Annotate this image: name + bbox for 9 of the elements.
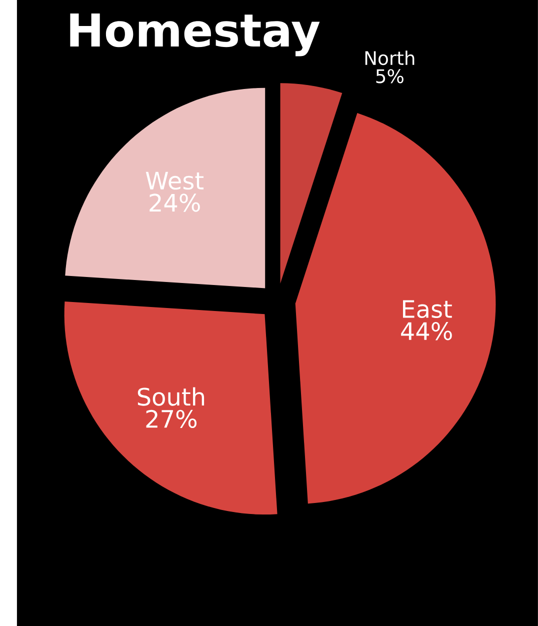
slice-label: North [365,50,414,66]
slice-label: West [146,172,204,190]
data-label: 5% [376,69,404,84]
data-label: 27% [146,410,197,428]
chart-title: Homestay [70,13,320,56]
data-label: 24% [150,194,200,212]
slice-label: East [403,300,452,318]
data-label: 44% [401,322,452,340]
slice-label: South [138,387,204,406]
